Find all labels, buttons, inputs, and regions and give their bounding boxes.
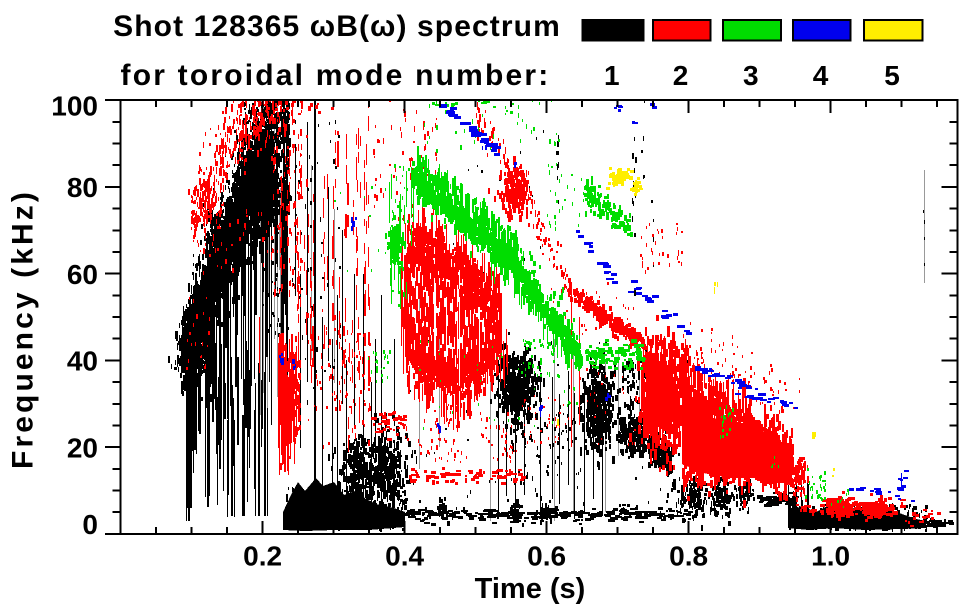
svg-text:0.4: 0.4 — [385, 541, 424, 572]
svg-text:Shot 128365 ωB(ω) spectrum: Shot 128365 ωB(ω) spectrum — [113, 10, 561, 43]
svg-text:5: 5 — [884, 60, 900, 91]
svg-text:0.8: 0.8 — [669, 541, 708, 572]
svg-text:20: 20 — [67, 432, 98, 463]
svg-text:Time (s): Time (s) — [475, 573, 586, 605]
svg-text:1.0: 1.0 — [811, 541, 850, 572]
svg-text:3: 3 — [743, 60, 759, 91]
svg-text:100: 100 — [51, 90, 98, 121]
svg-text:0.6: 0.6 — [527, 541, 566, 572]
svg-text:0: 0 — [82, 509, 98, 540]
svg-text:2: 2 — [673, 60, 689, 91]
svg-text:Frequency (kHz): Frequency (kHz) — [7, 189, 40, 469]
svg-text:40: 40 — [67, 346, 98, 377]
svg-text:80: 80 — [67, 172, 98, 203]
svg-text:4: 4 — [813, 60, 829, 91]
svg-text:60: 60 — [67, 259, 98, 290]
svg-text:1: 1 — [604, 60, 620, 91]
svg-text:for toroidal mode number:: for toroidal mode number: — [121, 59, 551, 92]
svg-text:0.2: 0.2 — [243, 541, 282, 572]
